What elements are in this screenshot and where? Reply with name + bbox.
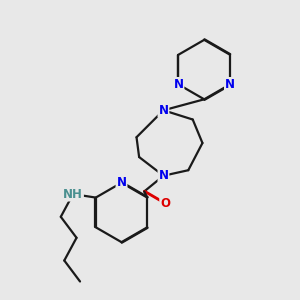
Text: N: N (116, 176, 127, 189)
Text: N: N (158, 104, 169, 117)
Text: O: O (160, 197, 170, 210)
Text: N: N (173, 78, 184, 91)
Text: N: N (225, 78, 235, 91)
Text: NH: NH (63, 188, 83, 201)
Text: N: N (158, 169, 169, 182)
